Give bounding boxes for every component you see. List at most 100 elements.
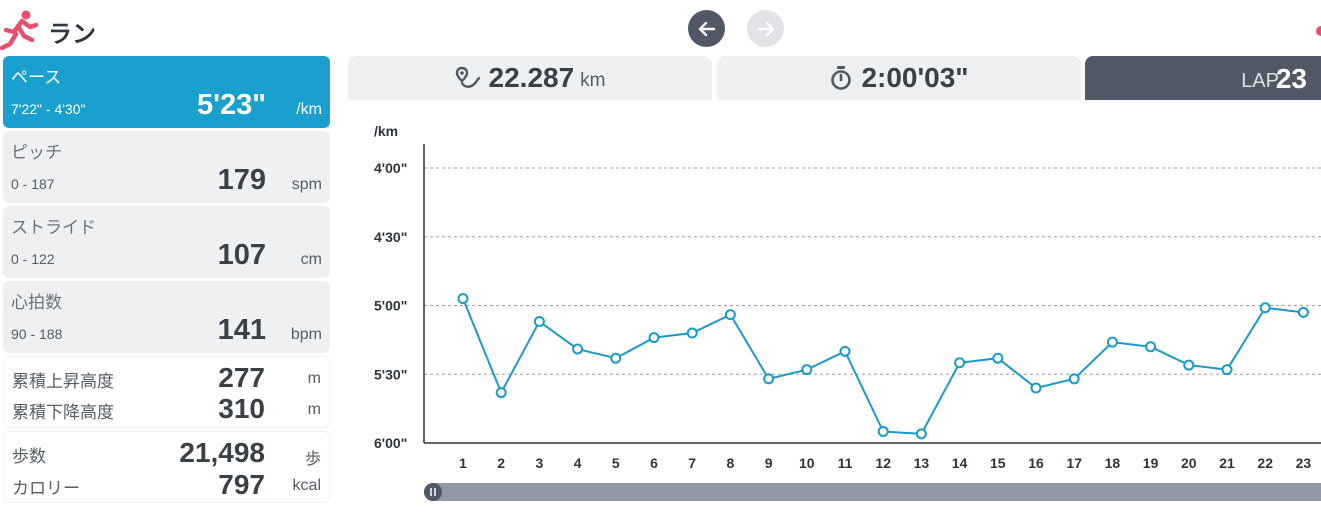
data-point — [610, 352, 622, 364]
metric-unit: spm — [291, 176, 322, 193]
x-tick-label: 20 — [1181, 455, 1197, 471]
lap-tab[interactable]: LAP 23 — [1085, 56, 1321, 100]
steps-row: 歩数 21,498 歩 — [4, 436, 329, 468]
x-tick-label: 7 — [688, 455, 696, 471]
x-tick-label: 15 — [990, 455, 1006, 471]
x-tick-label: 2 — [497, 455, 505, 471]
data-point — [801, 364, 813, 376]
data-point — [686, 327, 698, 339]
x-tick-label: 11 — [838, 455, 853, 471]
data-point — [572, 343, 584, 355]
metric-stride[interactable]: ストライド 0 - 122 107 cm — [3, 206, 330, 278]
data-point — [1183, 359, 1195, 371]
data-point — [724, 309, 736, 321]
x-tick-label: 1 — [459, 455, 467, 471]
x-tick-label: 5 — [612, 455, 620, 471]
pace-chart: /km4'00"4'30"5'00"5'30"6'00"1 2 3 4 5 6 7 8 9 10 1… — [374, 123, 1321, 471]
y-tick-label: 5'00" — [374, 298, 407, 314]
lap-label: LAP — [1241, 70, 1279, 92]
distance-tab[interactable]: 22.287 km — [348, 56, 712, 100]
calories-value: 797 — [218, 469, 265, 500]
metric-elevation: 累積上昇高度 277 m 累積下降高度 310 m — [3, 356, 330, 428]
calories-unit: kcal — [292, 477, 321, 494]
metric-value: 107 — [217, 239, 266, 271]
metric-value: 179 — [217, 164, 266, 196]
data-point — [915, 428, 927, 440]
x-tick-label: 3 — [536, 455, 544, 471]
data-point — [992, 352, 1004, 364]
data-point — [1297, 306, 1309, 318]
x-tick-label: 19 — [1143, 455, 1159, 471]
metric-pitch[interactable]: ピッチ 0 - 187 179 spm — [3, 131, 330, 203]
scroll-handle[interactable] — [424, 483, 442, 501]
metric-label: 心拍数 — [11, 293, 62, 312]
stopwatch-icon — [829, 65, 853, 91]
data-point — [1221, 364, 1233, 376]
metric-range: 0 - 122 — [11, 251, 55, 267]
data-point — [457, 293, 469, 305]
descent-value: 310 — [218, 393, 265, 424]
ascent-value: 277 — [218, 362, 265, 393]
arrow-left-icon — [698, 21, 715, 36]
metric-pace[interactable]: ペース 7'22" - 4'30" 5'23" /km — [3, 56, 330, 128]
x-tick-label: 17 — [1066, 455, 1082, 471]
metric-label: ピッチ — [11, 143, 62, 162]
data-point — [763, 373, 775, 385]
x-tick-label: 9 — [765, 455, 773, 471]
metric-range: 90 - 188 — [11, 326, 63, 342]
y-tick-label: 4'00" — [374, 160, 407, 176]
x-tick-label: 23 — [1296, 455, 1312, 471]
metric-heart-rate[interactable]: 心拍数 90 - 188 141 bpm — [3, 281, 330, 353]
calories-row: カロリー 797 kcal — [4, 468, 329, 500]
next-button[interactable] — [747, 10, 784, 47]
y-axis-label: /km — [374, 123, 398, 139]
page-title: ラン — [48, 21, 96, 48]
steps-unit: 歩 — [304, 451, 321, 468]
lap-count: 23 — [1275, 63, 1307, 94]
x-tick-label: 12 — [875, 455, 891, 471]
metric-range: 7'22" - 4'30" — [11, 101, 86, 117]
metric-value: 141 — [217, 314, 266, 346]
route-icon — [455, 65, 481, 91]
x-tick-label: 13 — [914, 455, 930, 471]
calories-label: カロリー — [12, 479, 80, 498]
data-point — [1030, 382, 1042, 394]
time-tab[interactable]: 2:00'03" — [717, 56, 1081, 100]
ascent-label: 累積上昇高度 — [12, 372, 114, 391]
runner-icon — [0, 10, 39, 50]
y-tick-label: 5'30" — [374, 366, 407, 382]
x-tick-label: 8 — [727, 455, 735, 471]
x-tick-label: 14 — [952, 455, 968, 471]
menu-indicator[interactable] — [1316, 26, 1321, 36]
x-tick-label: 16 — [1028, 455, 1044, 471]
ascent-unit: m — [307, 370, 321, 387]
data-point — [648, 332, 660, 344]
data-point — [533, 316, 545, 328]
data-point — [495, 387, 507, 399]
data-point — [877, 426, 889, 438]
elevation-descent-row: 累積下降高度 310 m — [4, 392, 329, 424]
x-tick-label: 22 — [1257, 455, 1273, 471]
metric-label: ペース — [11, 68, 62, 87]
chart-scrollbar[interactable] — [424, 483, 1321, 501]
x-tick-label: 21 — [1219, 455, 1235, 471]
data-point — [954, 357, 966, 369]
pace-series-line — [462, 298, 1304, 435]
distance-unit: km — [580, 70, 606, 91]
metric-label: ストライド — [11, 218, 96, 237]
metric-unit: cm — [300, 251, 322, 268]
data-point — [1259, 302, 1271, 314]
previous-button[interactable] — [688, 10, 725, 47]
distance-value: 22.287 — [488, 62, 575, 93]
data-point — [1106, 336, 1118, 348]
data-point — [1068, 373, 1080, 385]
steps-value: 21,498 — [179, 437, 265, 468]
y-tick-label: 6'00" — [374, 435, 407, 451]
metric-steps-calories: 歩数 21,498 歩 カロリー 797 kcal — [3, 431, 330, 503]
data-point — [839, 345, 851, 357]
elevation-ascent-row: 累積上昇高度 277 m — [4, 361, 329, 393]
header: ラン — [0, 0, 1321, 56]
descent-unit: m — [307, 401, 321, 418]
x-tick-label: 18 — [1105, 455, 1121, 471]
steps-label: 歩数 — [12, 447, 46, 466]
